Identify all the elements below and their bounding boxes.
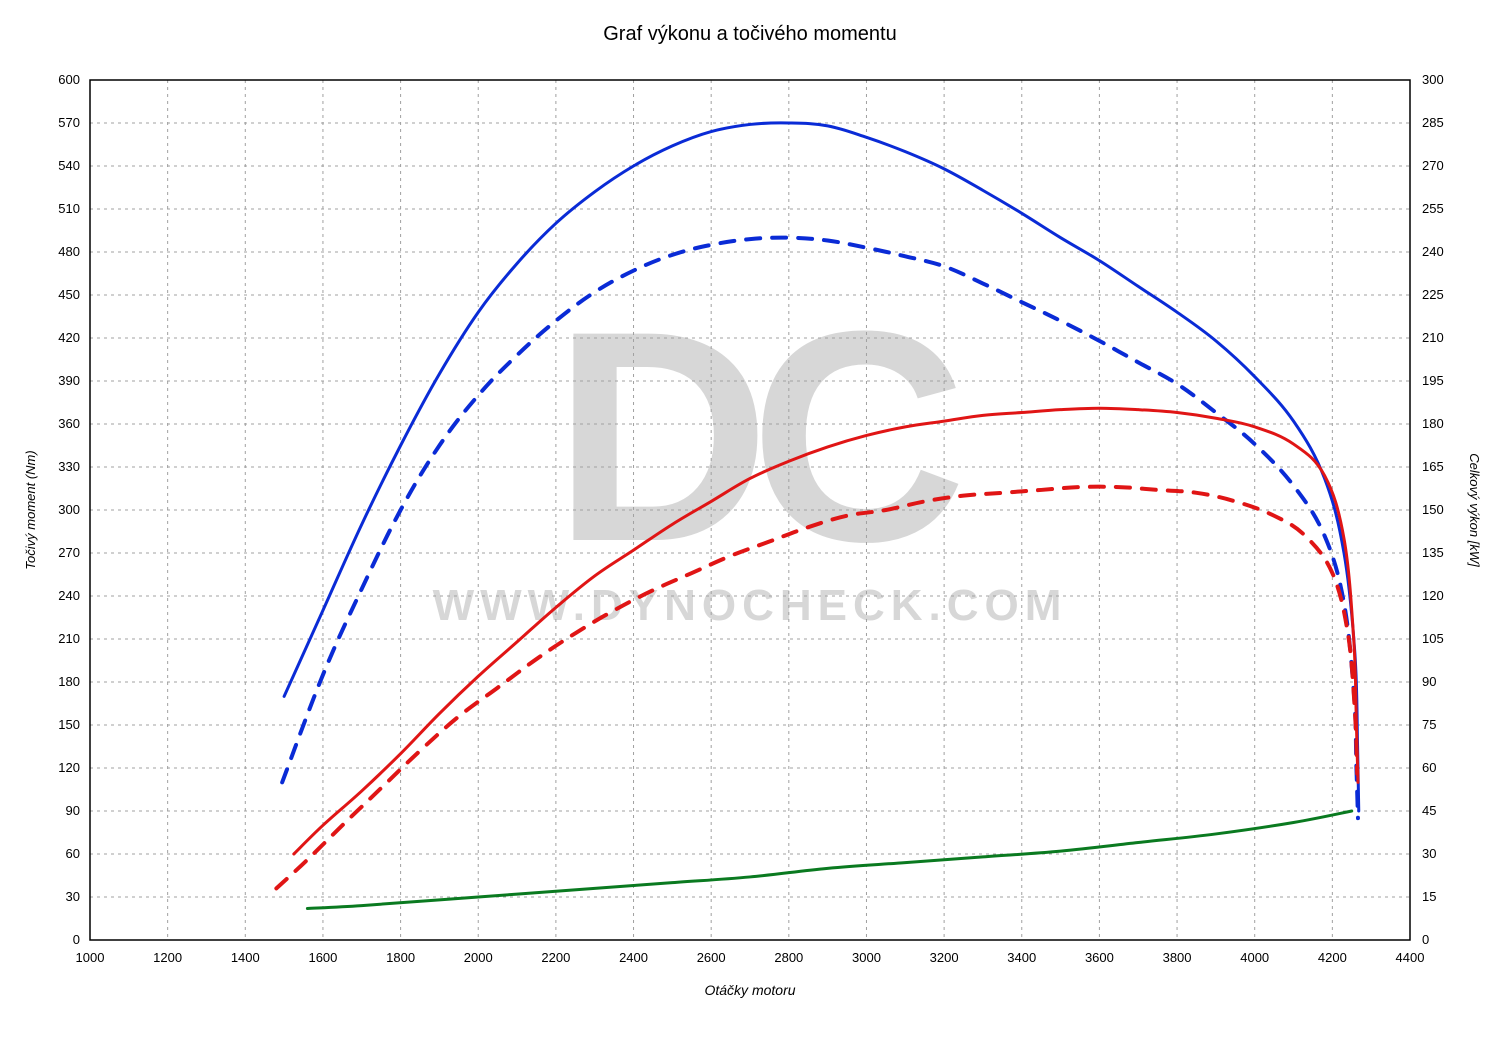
- svg-text:1600: 1600: [308, 950, 337, 965]
- svg-text:90: 90: [66, 803, 80, 818]
- svg-text:2000: 2000: [464, 950, 493, 965]
- svg-text:420: 420: [58, 330, 80, 345]
- svg-text:150: 150: [1422, 502, 1444, 517]
- svg-text:0: 0: [73, 932, 80, 947]
- svg-text:180: 180: [58, 674, 80, 689]
- dyno-chart: DCWWW.DYNOCHECK.COM100012001400160018002…: [0, 0, 1500, 1041]
- y-right-axis-label: Celkový výkon [kW]: [1467, 453, 1482, 567]
- svg-text:4000: 4000: [1240, 950, 1269, 965]
- svg-text:480: 480: [58, 244, 80, 259]
- svg-text:150: 150: [58, 717, 80, 732]
- svg-text:30: 30: [1422, 846, 1436, 861]
- svg-text:240: 240: [1422, 244, 1444, 259]
- svg-text:600: 600: [58, 72, 80, 87]
- svg-text:2600: 2600: [697, 950, 726, 965]
- svg-text:165: 165: [1422, 459, 1444, 474]
- svg-text:330: 330: [58, 459, 80, 474]
- svg-text:360: 360: [58, 416, 80, 431]
- svg-text:DC: DC: [553, 268, 961, 604]
- svg-text:1800: 1800: [386, 950, 415, 965]
- svg-text:240: 240: [58, 588, 80, 603]
- svg-text:3000: 3000: [852, 950, 881, 965]
- svg-text:90: 90: [1422, 674, 1436, 689]
- svg-text:1000: 1000: [76, 950, 105, 965]
- grid: [90, 80, 1410, 940]
- svg-text:15: 15: [1422, 889, 1436, 904]
- svg-text:45: 45: [1422, 803, 1436, 818]
- svg-text:570: 570: [58, 115, 80, 130]
- svg-text:195: 195: [1422, 373, 1444, 388]
- svg-text:270: 270: [1422, 158, 1444, 173]
- svg-text:0: 0: [1422, 932, 1429, 947]
- svg-text:450: 450: [58, 287, 80, 302]
- chart-canvas: DCWWW.DYNOCHECK.COM100012001400160018002…: [0, 0, 1500, 1041]
- svg-text:2200: 2200: [541, 950, 570, 965]
- svg-text:75: 75: [1422, 717, 1436, 732]
- svg-text:30: 30: [66, 889, 80, 904]
- svg-text:2400: 2400: [619, 950, 648, 965]
- svg-text:210: 210: [58, 631, 80, 646]
- svg-text:1200: 1200: [153, 950, 182, 965]
- svg-text:4200: 4200: [1318, 950, 1347, 965]
- chart-title: Graf výkonu a točivého momentu: [603, 23, 896, 45]
- svg-text:4400: 4400: [1396, 950, 1425, 965]
- svg-text:540: 540: [58, 158, 80, 173]
- svg-text:60: 60: [66, 846, 80, 861]
- svg-text:270: 270: [58, 545, 80, 560]
- svg-text:3600: 3600: [1085, 950, 1114, 965]
- svg-text:120: 120: [1422, 588, 1444, 603]
- svg-text:300: 300: [58, 502, 80, 517]
- y-left-axis-label: Točivý moment (Nm): [23, 450, 38, 569]
- x-axis-label: Otáčky motoru: [704, 982, 795, 998]
- svg-text:3200: 3200: [930, 950, 959, 965]
- svg-text:60: 60: [1422, 760, 1436, 775]
- svg-text:3400: 3400: [1007, 950, 1036, 965]
- svg-text:390: 390: [58, 373, 80, 388]
- svg-text:225: 225: [1422, 287, 1444, 302]
- svg-text:1400: 1400: [231, 950, 260, 965]
- svg-text:255: 255: [1422, 201, 1444, 216]
- svg-text:510: 510: [58, 201, 80, 216]
- series-loss: [307, 811, 1351, 908]
- svg-text:210: 210: [1422, 330, 1444, 345]
- svg-text:300: 300: [1422, 72, 1444, 87]
- svg-text:105: 105: [1422, 631, 1444, 646]
- svg-text:2800: 2800: [774, 950, 803, 965]
- svg-text:WWW.DYNOCHECK.COM: WWW.DYNOCHECK.COM: [433, 581, 1068, 630]
- svg-text:180: 180: [1422, 416, 1444, 431]
- svg-text:135: 135: [1422, 545, 1444, 560]
- svg-text:285: 285: [1422, 115, 1444, 130]
- svg-text:3800: 3800: [1163, 950, 1192, 965]
- svg-text:120: 120: [58, 760, 80, 775]
